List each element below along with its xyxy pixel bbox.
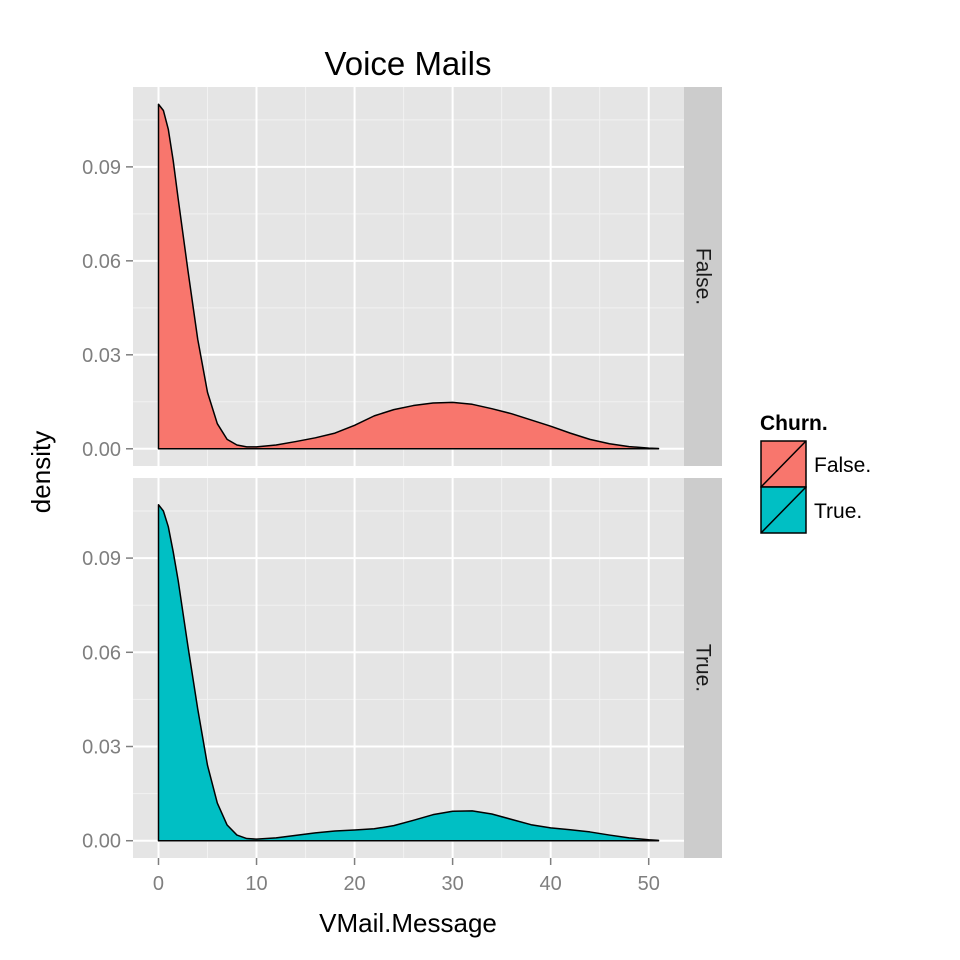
y-tick-label: 0.00 [82, 831, 121, 853]
facet-strip [684, 87, 722, 466]
y-tick-label: 0.03 [82, 345, 121, 367]
facet-strip-label: True. [692, 644, 715, 692]
x-tick-label: 30 [441, 873, 463, 895]
legend-title: Churn. [760, 412, 828, 435]
y-tick-label: 0.03 [82, 737, 121, 759]
legend-key-slash [760, 486, 807, 534]
facet-strip [684, 478, 722, 858]
legend: Churn. False. True. [760, 412, 871, 534]
y-tick-label: 0.06 [82, 642, 121, 664]
panel-background [133, 478, 684, 858]
panel-false: 0.00 0.03 0.06 0.09 False. [82, 87, 722, 466]
y-tick-label: 0.09 [82, 157, 121, 179]
y-tick-label: 0.00 [82, 439, 121, 461]
panel-true: 0.00 0.03 0.06 0.09 True. [82, 478, 722, 858]
legend-item-false: False. [760, 440, 871, 488]
facet-strip-label: False. [692, 248, 715, 305]
legend-label: False. [814, 454, 871, 477]
x-tick-label: 0 [153, 873, 164, 895]
panel-background [133, 87, 684, 466]
density-area-false [157, 103, 660, 450]
x-axis-title: VMail.Message [319, 908, 497, 938]
x-axis: 0 10 20 30 40 50 [153, 858, 660, 895]
legend-item-true: True. [760, 486, 862, 534]
density-area-true [157, 503, 660, 842]
x-tick-label: 50 [638, 873, 660, 895]
x-tick-label: 20 [343, 873, 365, 895]
y-axis-title: density [26, 431, 56, 513]
facet-panels: 0.00 0.03 0.06 0.09 False. 0.00 0.03 0.06 0.09 Tr… [82, 87, 722, 858]
x-tick-label: 40 [540, 873, 562, 895]
x-tick-label: 10 [245, 873, 267, 895]
legend-label: True. [814, 500, 862, 523]
y-tick-label: 0.09 [82, 548, 121, 570]
legend-key-slash [760, 440, 807, 488]
chart-title: Voice Mails [325, 45, 492, 82]
y-tick-label: 0.06 [82, 251, 121, 273]
